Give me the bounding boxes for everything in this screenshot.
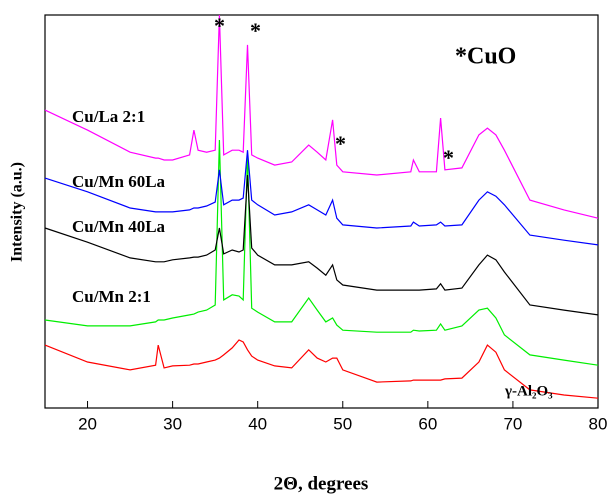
x-axis-label: 2Θ, degrees — [274, 473, 369, 494]
plot-frame — [44, 14, 599, 409]
series-label: Cu/Mn 60La — [72, 172, 166, 191]
series-label: γ-Al₂O₃ — [504, 383, 553, 399]
series-label: Cu/Mn 40La — [72, 217, 166, 236]
y-axis-label: Intensity (a.u.) — [9, 162, 26, 262]
x-tick-label: 30 — [163, 414, 182, 433]
series-line — [44, 139, 599, 366]
annotation: * — [443, 145, 454, 170]
x-tick-label: 70 — [503, 414, 522, 433]
series-label: Cu/La 2:1 — [72, 107, 145, 126]
series-label: Cu/Mn 2:1 — [72, 287, 151, 306]
annotation: * — [335, 131, 346, 156]
series-line — [44, 150, 599, 246]
x-tick-label: 60 — [418, 414, 437, 433]
series-line — [44, 14, 599, 219]
annotation: * — [250, 18, 261, 43]
x-tick-label: 20 — [78, 414, 97, 433]
x-tick-label: 50 — [333, 414, 352, 433]
x-tick-label: 40 — [248, 414, 267, 433]
annotation: * — [214, 13, 225, 38]
series-line — [44, 339, 599, 399]
x-tick-label: 80 — [589, 414, 608, 433]
series-line — [44, 174, 599, 316]
annotation: *CuO — [455, 44, 516, 70]
